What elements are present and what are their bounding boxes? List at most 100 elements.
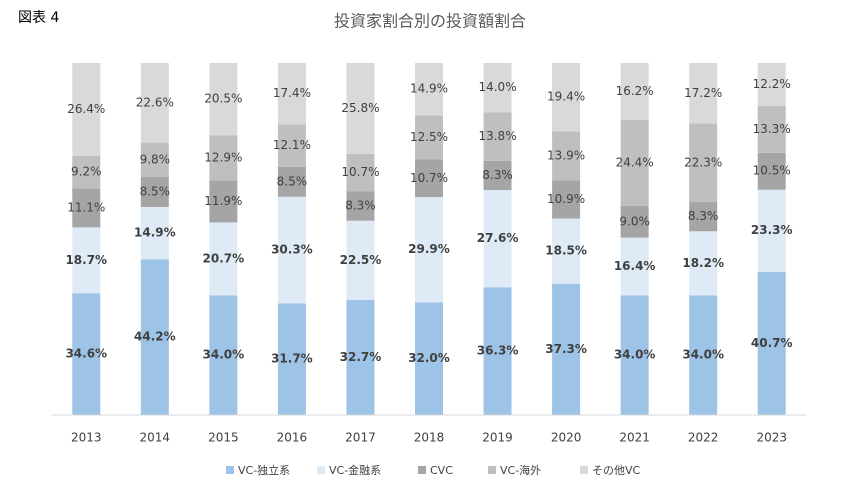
data-label: 11.1%	[67, 200, 105, 214]
bar-segment	[277, 124, 306, 167]
bar-segment	[689, 123, 718, 203]
bar-segment	[620, 295, 649, 415]
data-label: 34.0%	[614, 348, 656, 362]
bar-segment	[620, 237, 649, 296]
data-label: 12.5%	[410, 130, 448, 144]
bar-segment	[277, 63, 306, 125]
legend-label: その他VC	[592, 464, 641, 477]
legend-swatch	[418, 466, 426, 474]
data-label: 34.6%	[65, 347, 107, 361]
x-tick-label: 2022	[688, 431, 719, 445]
data-label: 29.9%	[408, 242, 450, 256]
data-label: 13.9%	[547, 148, 585, 162]
x-tick-label: 2014	[140, 431, 171, 445]
bar-segment	[483, 63, 512, 113]
bar-segment	[140, 259, 169, 415]
data-label: 22.5%	[340, 253, 382, 267]
bar-segment	[346, 191, 375, 221]
bar-segment	[72, 227, 101, 294]
bar-segment	[552, 131, 581, 181]
data-label: 14.9%	[134, 226, 176, 240]
data-label: 12.1%	[273, 138, 311, 152]
x-tick-label: 2020	[551, 431, 582, 445]
data-label: 24.4%	[616, 155, 654, 169]
data-label: 12.9%	[204, 150, 242, 164]
legend-swatch	[488, 466, 496, 474]
data-label: 8.5%	[277, 174, 308, 188]
data-label: 18.7%	[65, 253, 107, 267]
bar-segment	[140, 206, 169, 260]
bar-segment	[552, 180, 581, 219]
bar-segment	[415, 197, 443, 303]
data-label: 17.4%	[273, 86, 311, 100]
bar-segment	[140, 142, 169, 178]
bar-segment	[346, 153, 375, 192]
bar-segment	[689, 63, 718, 124]
data-label: 18.2%	[682, 256, 724, 270]
data-label: 10.7%	[410, 171, 448, 185]
bar-segment	[689, 231, 718, 296]
bar-segment	[620, 63, 649, 121]
bar-segment	[140, 177, 169, 207]
data-label: 14.9%	[410, 82, 448, 96]
bar-segment	[346, 63, 375, 154]
bar-segment	[140, 63, 169, 143]
bar-segment	[483, 160, 512, 191]
bar-segment	[415, 63, 443, 116]
data-label: 17.2%	[684, 86, 722, 100]
data-label: 8.3%	[345, 199, 376, 213]
data-label: 26.4%	[67, 102, 105, 116]
legend-swatch	[226, 466, 234, 474]
data-label: 8.3%	[688, 209, 719, 223]
data-label: 8.5%	[140, 185, 171, 199]
bar-segment	[209, 135, 238, 181]
bar-segment	[415, 159, 443, 198]
bar-segment	[483, 112, 512, 161]
data-label: 12.2%	[753, 77, 791, 91]
bar-segment	[72, 293, 101, 415]
data-label: 20.7%	[203, 251, 245, 265]
bar-segment	[552, 283, 581, 415]
data-label: 9.0%	[619, 214, 650, 228]
bar-segment	[620, 120, 649, 206]
bar-segment	[209, 222, 238, 296]
data-label: 36.3%	[477, 344, 519, 358]
data-label: 9.8%	[140, 152, 171, 166]
legend-label: CVC	[430, 464, 453, 477]
data-label: 20.5%	[204, 92, 242, 106]
figure-label: 図表 4	[18, 10, 59, 26]
data-label: 31.7%	[271, 352, 313, 366]
data-label: 37.3%	[545, 342, 587, 356]
x-tick-label: 2019	[482, 431, 513, 445]
bar-segment	[620, 205, 649, 238]
data-label: 8.3%	[482, 168, 513, 182]
chart-title: 投資家割合別の投資額割合	[334, 12, 526, 31]
data-label: 11.9%	[204, 194, 242, 208]
bar-segment	[757, 189, 786, 272]
legend-swatch	[317, 466, 325, 474]
data-label: 10.7%	[341, 165, 379, 179]
data-label: 40.7%	[751, 336, 793, 350]
bar-segment	[209, 295, 238, 415]
data-label: 10.5%	[753, 164, 791, 178]
bar-segment	[346, 299, 375, 415]
x-tick-label: 2018	[414, 431, 445, 445]
data-label: 13.8%	[478, 129, 516, 143]
data-label: 30.3%	[271, 243, 313, 257]
x-tick-label: 2016	[277, 431, 308, 445]
x-tick-label: 2015	[208, 431, 239, 445]
bar-segment	[277, 196, 306, 304]
bar-segment	[72, 188, 101, 228]
bar-segment	[757, 63, 786, 106]
data-label: 34.0%	[203, 348, 245, 362]
x-tick-label: 2023	[756, 431, 787, 445]
bar-segment	[209, 63, 238, 136]
x-tick-label: 2021	[619, 431, 650, 445]
bar-segment	[72, 63, 101, 156]
legend-label: VC-金融系	[329, 463, 381, 477]
bar-segment	[689, 295, 718, 415]
bar-segment	[689, 202, 718, 232]
data-label: 44.2%	[134, 330, 176, 344]
data-label: 32.7%	[340, 350, 382, 364]
